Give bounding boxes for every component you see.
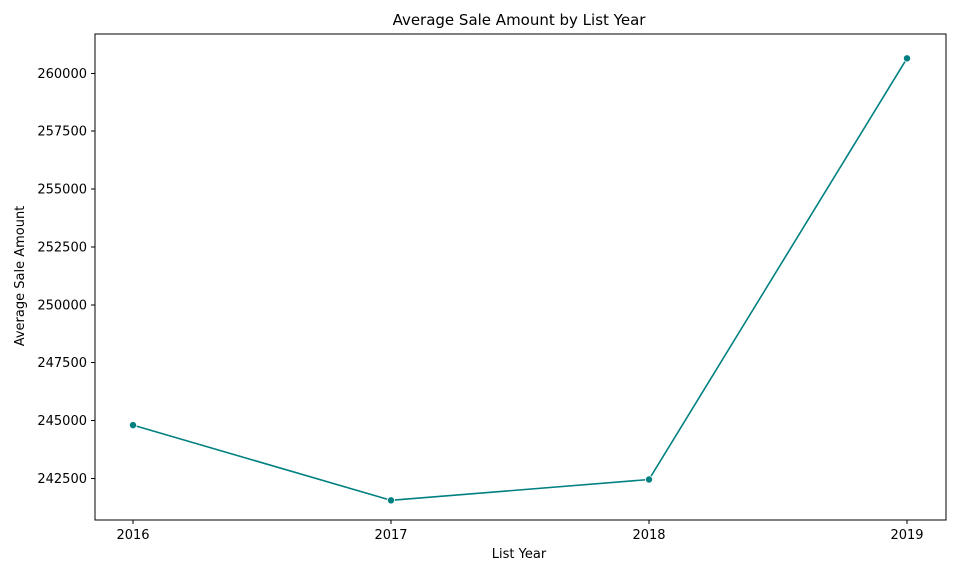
- data-point: [386, 496, 395, 505]
- data-point: [645, 475, 654, 484]
- y-tick-label: 247500: [37, 356, 87, 371]
- y-tick-label: 250000: [37, 298, 87, 313]
- data-point: [128, 421, 137, 430]
- x-tick-label: 2016: [116, 528, 149, 543]
- y-axis-label: Average Sale Amount: [13, 206, 28, 347]
- x-tick-label: 2017: [374, 528, 407, 543]
- y-tick-label: 242500: [37, 472, 87, 487]
- series-group: [128, 54, 912, 505]
- y-tick-label: 245000: [37, 414, 87, 429]
- plot-frame: [94, 33, 947, 521]
- y-tick-label: 252500: [37, 240, 87, 255]
- plot-area-border: [94, 33, 947, 521]
- x-tick-label: 2019: [890, 528, 923, 543]
- series-line: [132, 57, 908, 502]
- y-tick-label: 257500: [37, 125, 87, 140]
- x-axis: 2016 2017 2018 2019: [116, 520, 924, 543]
- y-tick-label: 260000: [37, 67, 87, 82]
- x-axis-label: List Year: [492, 547, 547, 562]
- y-axis: 242500 245000 247500 250000 252500 255000 2575…: [37, 67, 95, 487]
- x-tick-label: 2018: [632, 528, 665, 543]
- chart-title: Average Sale Amount by List Year: [393, 11, 647, 29]
- data-point: [903, 54, 912, 63]
- y-tick-label: 255000: [37, 183, 87, 198]
